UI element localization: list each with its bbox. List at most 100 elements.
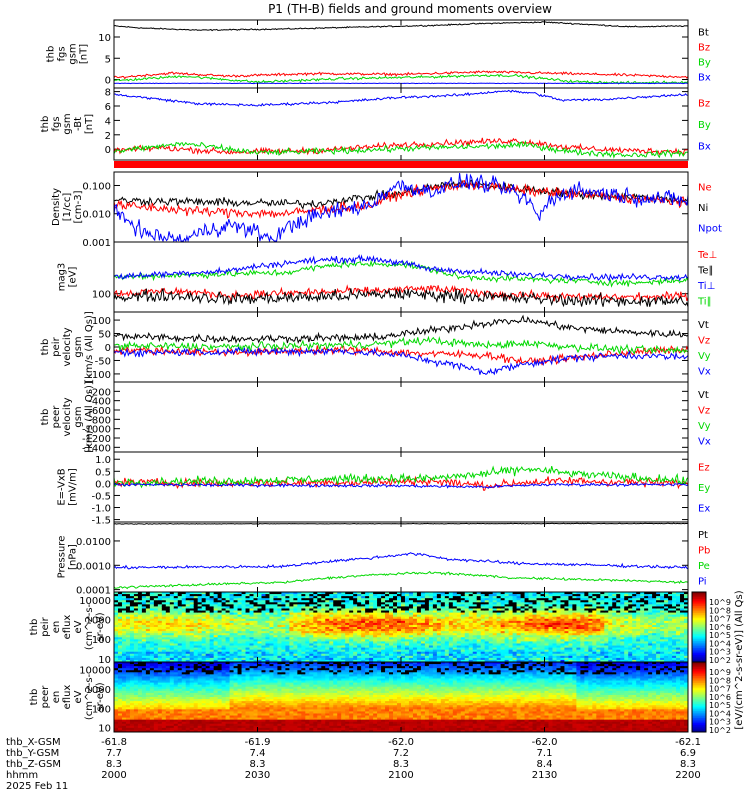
spec-cell bbox=[257, 639, 262, 642]
spec-cell bbox=[225, 624, 230, 628]
spec-cell bbox=[444, 624, 450, 628]
spec-cell bbox=[153, 608, 159, 611]
spec-cell bbox=[257, 604, 262, 607]
spec-cell bbox=[257, 659, 262, 663]
spec-cell bbox=[480, 647, 486, 651]
spec-cell bbox=[524, 637, 529, 640]
spec-cell bbox=[628, 631, 633, 634]
spec-cell bbox=[329, 631, 334, 634]
spec-cell bbox=[225, 635, 230, 638]
spec-cell bbox=[632, 655, 637, 659]
spec-cell bbox=[508, 629, 514, 632]
spec-cell bbox=[404, 608, 410, 611]
spec-cell bbox=[169, 653, 175, 657]
spec-cell bbox=[664, 637, 669, 640]
spec-cell bbox=[153, 624, 159, 628]
spec-cell bbox=[588, 614, 593, 618]
spec-cell bbox=[468, 596, 474, 599]
spec-cell bbox=[369, 610, 374, 613]
spec-cell bbox=[265, 616, 270, 620]
spec-cell bbox=[273, 651, 278, 655]
spec-cell bbox=[532, 594, 537, 597]
spec-cell bbox=[548, 624, 553, 628]
spec-cell bbox=[145, 635, 151, 638]
spec-cell bbox=[552, 631, 557, 634]
spec-cell bbox=[648, 641, 653, 644]
spec-cell bbox=[317, 653, 322, 657]
spec-cell bbox=[241, 641, 246, 644]
spec-cell bbox=[644, 645, 649, 648]
spec-cell bbox=[249, 635, 254, 638]
spec-cell bbox=[652, 608, 657, 611]
spec-cell bbox=[488, 659, 494, 663]
spec-cell bbox=[137, 598, 143, 601]
spec-cell bbox=[277, 627, 282, 630]
spec-cell bbox=[149, 641, 155, 644]
spec-cell bbox=[329, 635, 334, 638]
spec-cell bbox=[389, 600, 394, 603]
y-tick-label: -50 bbox=[95, 356, 111, 367]
spec-cell bbox=[333, 600, 338, 603]
spec-cell bbox=[632, 622, 637, 626]
spec-cell bbox=[309, 637, 314, 640]
spec-cell bbox=[349, 655, 354, 659]
spec-cell bbox=[648, 610, 653, 613]
spec-cell bbox=[572, 633, 577, 636]
spec-cell bbox=[408, 659, 414, 663]
spec-cell bbox=[632, 635, 637, 638]
spec-cell bbox=[297, 629, 302, 632]
spec-cell bbox=[309, 627, 314, 630]
spec-cell bbox=[325, 594, 330, 597]
spec-cell bbox=[157, 600, 163, 603]
spec-cell bbox=[193, 620, 199, 624]
spec-cell bbox=[361, 649, 366, 653]
spec-cell bbox=[620, 657, 625, 661]
spec-cell bbox=[237, 612, 242, 616]
spec-cell bbox=[361, 629, 366, 632]
spec-cell bbox=[337, 653, 342, 657]
spec-cell bbox=[660, 624, 665, 628]
spec-cell bbox=[333, 622, 338, 626]
spec-cell bbox=[556, 602, 561, 605]
spec-cell bbox=[596, 655, 601, 659]
spec-cell bbox=[205, 598, 211, 601]
spec-cell bbox=[309, 645, 314, 648]
spec-cell bbox=[233, 612, 238, 616]
spec-cell bbox=[624, 622, 629, 626]
spec-cell bbox=[377, 606, 382, 609]
spec-cell bbox=[516, 600, 521, 603]
spec-cell bbox=[385, 602, 390, 605]
spec-cell bbox=[624, 641, 629, 644]
spec-cell bbox=[628, 635, 633, 638]
spec-cell bbox=[584, 647, 589, 651]
spec-cell bbox=[389, 637, 394, 640]
spec-cell bbox=[524, 653, 529, 657]
spec-cell bbox=[201, 610, 207, 613]
spec-cell bbox=[153, 594, 159, 597]
spec-cell bbox=[436, 620, 442, 624]
spec-cell bbox=[504, 649, 510, 653]
spec-cell bbox=[325, 616, 330, 620]
spec-cell bbox=[189, 627, 195, 630]
spec-cell bbox=[584, 627, 589, 630]
spec-cell bbox=[588, 633, 593, 636]
spec-cell bbox=[608, 657, 613, 661]
legend-entry: Npot bbox=[698, 224, 722, 235]
spec-cell bbox=[365, 637, 370, 640]
spec-cell bbox=[556, 600, 561, 603]
spec-cell bbox=[460, 649, 466, 653]
spec-cell bbox=[452, 645, 458, 648]
spec-cell bbox=[385, 598, 390, 601]
spec-cell bbox=[321, 639, 326, 642]
spec-cell bbox=[572, 612, 577, 616]
spec-cell bbox=[353, 606, 358, 609]
spec-cell bbox=[333, 594, 338, 597]
spec-cell bbox=[149, 598, 155, 601]
spec-cell bbox=[209, 596, 215, 599]
spec-cell bbox=[365, 633, 370, 636]
spec-cell bbox=[584, 610, 589, 613]
spec-cell bbox=[476, 647, 482, 651]
spec-cell bbox=[504, 629, 510, 632]
spec-cell bbox=[297, 624, 302, 628]
